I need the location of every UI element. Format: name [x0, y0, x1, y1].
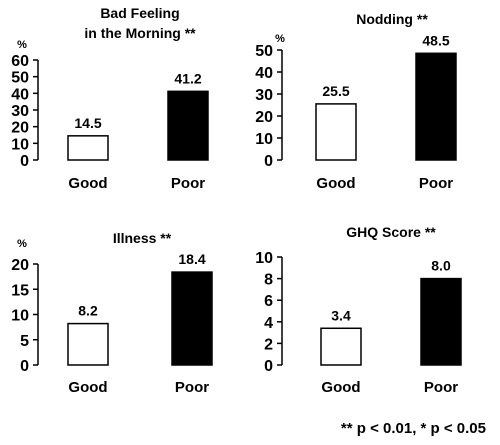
y-tick-label: 40 [11, 86, 29, 103]
x-category-label: Poor [175, 379, 209, 396]
data-label: 8.0 [431, 258, 451, 274]
y-tick-label: 50 [11, 70, 29, 87]
data-label: 48.5 [422, 32, 449, 48]
y-tick-label: 0 [20, 153, 29, 170]
bar-good [315, 103, 357, 161]
x-category-label: Good [68, 379, 107, 396]
chart-title: Illness ** [113, 230, 172, 246]
data-label: 3.4 [331, 307, 351, 323]
data-label: 8.2 [78, 303, 98, 319]
y-tick-label: 10 [11, 308, 29, 325]
data-label: 18.4 [178, 251, 205, 267]
y-tick-label: 20 [255, 109, 273, 126]
chart-panel-2: Nodding **% 0 10 20 30 40 50 25.5 Good 48.5 Poor [255, 11, 457, 192]
chart-panel-4: GHQ Score ** 0 2 4 6 8 10 3.4 Good 8.0 Poor [255, 224, 462, 396]
x-category-label: Good [321, 379, 360, 396]
y-tick-label: 60 [11, 53, 29, 70]
x-category-label: Poor [419, 175, 453, 192]
y-tick-label: 10 [255, 250, 273, 267]
y-tick-label: 0 [264, 358, 273, 375]
y-tick-label: 5 [20, 333, 29, 350]
y-tick-label: 20 [11, 257, 29, 274]
bar-good [67, 322, 109, 366]
bar-good [320, 327, 362, 366]
y-axis-unit-label: % [275, 33, 285, 45]
y-tick-label: 6 [264, 293, 273, 310]
y-tick-label: 4 [264, 315, 273, 332]
y-axis-unit-label: % [17, 238, 27, 250]
chart-title: Bad Feeling [100, 5, 179, 21]
y-tick-label: 10 [11, 136, 29, 153]
x-category-label: Poor [171, 175, 205, 192]
bar-good [67, 135, 109, 161]
y-tick-label: 30 [11, 103, 29, 120]
y-tick-label: 15 [11, 282, 29, 299]
y-tick-label: 0 [264, 153, 273, 170]
significance-footnote: ** p < 0.01, * p < 0.05 [340, 420, 486, 437]
bar-poor [167, 90, 209, 161]
data-label: 25.5 [322, 83, 349, 99]
bar-poor [171, 271, 213, 366]
y-axis-unit-label: % [17, 39, 27, 51]
y-tick-label: 30 [255, 87, 273, 104]
y-tick-label: 10 [255, 131, 273, 148]
chart-title: in the Morning ** [84, 25, 196, 41]
y-tick-label: 50 [255, 43, 273, 60]
data-label: 41.2 [174, 70, 201, 86]
y-tick-label: 20 [11, 120, 29, 137]
chart-title: GHQ Score ** [346, 224, 436, 240]
y-tick-label: 8 [264, 272, 273, 289]
x-category-label: Good [68, 175, 107, 192]
data-label: 14.5 [74, 115, 101, 131]
x-category-label: Poor [424, 379, 458, 396]
chart-title: Nodding ** [356, 11, 428, 27]
y-tick-label: 40 [255, 65, 273, 82]
y-tick-label: 0 [20, 358, 29, 375]
chart-panel-3: Illness **% 0 5 10 15 20 8.2 Good 18.4 Poor [11, 230, 213, 396]
bar-poor [420, 277, 462, 366]
y-tick-label: 2 [264, 336, 273, 353]
x-category-label: Good [316, 175, 355, 192]
chart-panel-1: Bad Feeling in the Morning **% 01020304050… [11, 5, 209, 192]
bar-poor [415, 52, 457, 161]
